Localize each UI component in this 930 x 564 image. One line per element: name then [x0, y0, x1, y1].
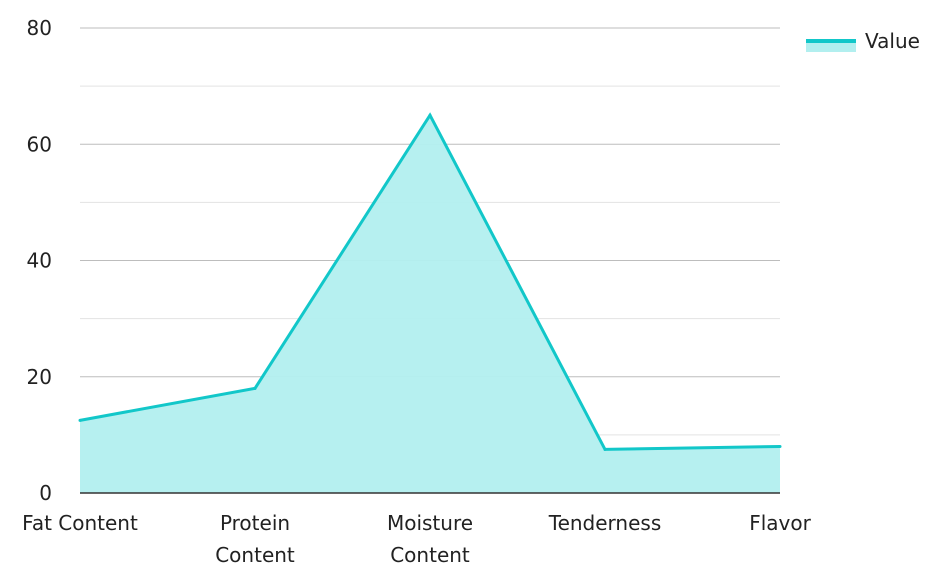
y-tick-label: 20	[27, 365, 52, 389]
data-point	[603, 447, 607, 451]
legend-label: Value	[865, 29, 920, 53]
data-point	[428, 113, 432, 117]
x-tick-label-line: Flavor	[749, 511, 811, 535]
legend: Value	[806, 29, 920, 53]
x-tick-label-line: Protein	[220, 511, 290, 535]
y-tick-label: 80	[27, 16, 52, 40]
data-point	[253, 386, 257, 390]
x-tick-label-line: Content	[390, 543, 470, 564]
x-tick-labels: Fat Content Protein Content Moisture Content…	[22, 511, 811, 564]
x-tick-label: Protein Content	[215, 511, 295, 564]
y-tick-label: 40	[27, 249, 52, 273]
y-tick-label: 0	[39, 481, 52, 505]
x-tick-label: Moisture Content	[387, 511, 473, 564]
data-point	[778, 445, 782, 448]
x-tick-label: Flavor	[749, 511, 811, 535]
y-tick-labels: 0 20 40 60 80	[27, 16, 52, 505]
series-area-fill	[80, 115, 780, 493]
x-tick-label-line: Fat Content	[22, 511, 138, 535]
data-points	[78, 113, 782, 451]
y-tick-label: 60	[27, 132, 52, 156]
x-tick-label-line: Moisture	[387, 511, 473, 535]
x-tick-label-line: Tenderness	[548, 511, 662, 535]
x-tick-label: Tenderness	[548, 511, 662, 535]
x-tick-label-line: Content	[215, 543, 295, 564]
x-tick-label: Fat Content	[22, 511, 138, 535]
data-point	[78, 418, 82, 422]
